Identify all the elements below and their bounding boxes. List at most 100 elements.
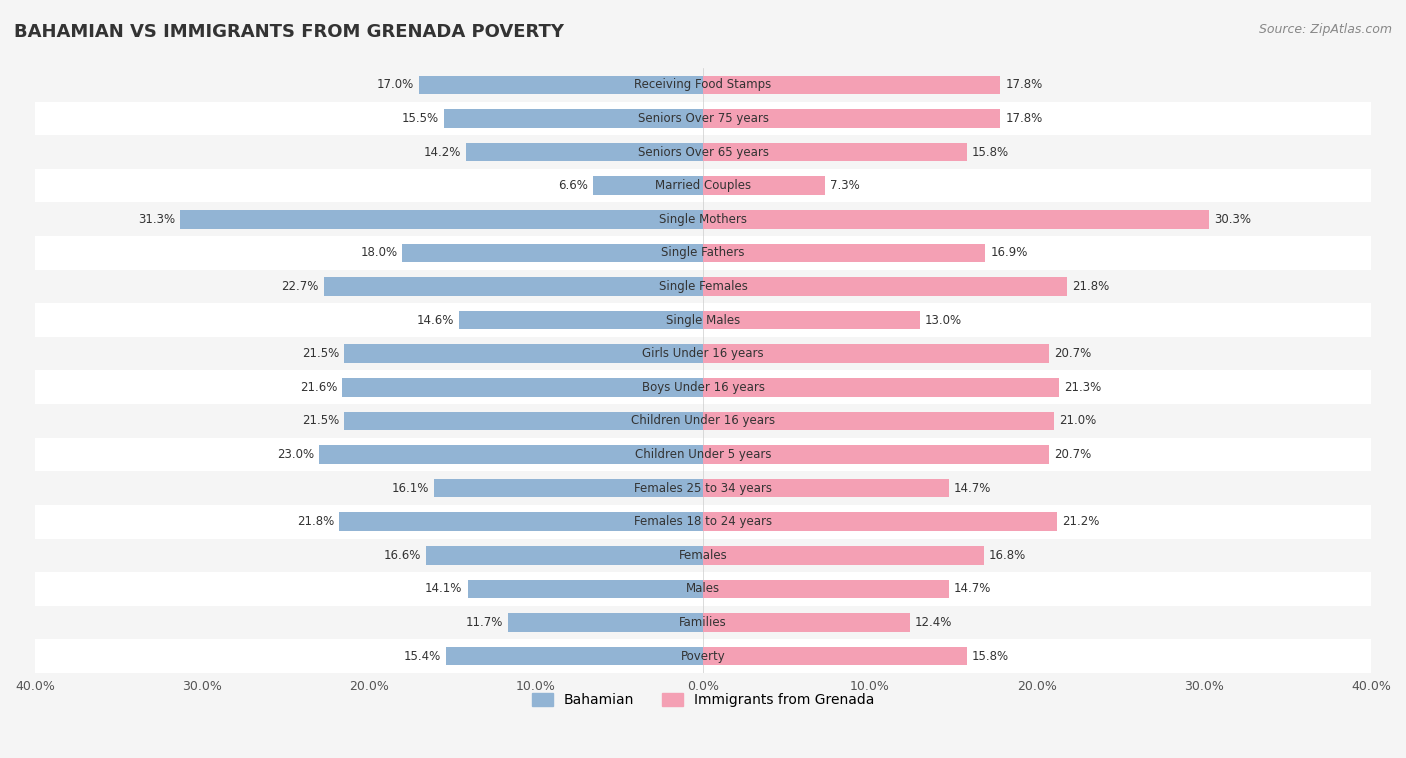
Bar — [35, 404, 1371, 437]
Bar — [35, 236, 1371, 270]
Text: Seniors Over 65 years: Seniors Over 65 years — [637, 146, 769, 158]
Bar — [703, 177, 825, 195]
Text: Receiving Food Stamps: Receiving Food Stamps — [634, 78, 772, 92]
Text: 17.0%: 17.0% — [377, 78, 413, 92]
Bar — [35, 303, 1371, 337]
Text: 15.8%: 15.8% — [972, 650, 1010, 662]
Bar — [35, 169, 1371, 202]
Bar — [344, 344, 703, 363]
Text: Females 25 to 34 years: Females 25 to 34 years — [634, 481, 772, 495]
Bar — [35, 437, 1371, 471]
Bar — [703, 311, 920, 329]
Bar — [35, 68, 1371, 102]
Text: 18.0%: 18.0% — [360, 246, 398, 259]
Bar — [703, 512, 1057, 531]
Bar — [419, 76, 703, 94]
Text: 7.3%: 7.3% — [830, 179, 859, 193]
Text: 14.2%: 14.2% — [423, 146, 461, 158]
Bar — [703, 412, 1053, 430]
Bar — [342, 378, 703, 396]
Text: 16.1%: 16.1% — [392, 481, 429, 495]
Text: 21.8%: 21.8% — [297, 515, 333, 528]
Text: 21.5%: 21.5% — [302, 415, 339, 428]
Bar — [344, 412, 703, 430]
Text: 12.4%: 12.4% — [915, 616, 952, 629]
Bar — [468, 580, 703, 598]
Bar — [180, 210, 703, 228]
Text: 21.6%: 21.6% — [299, 381, 337, 394]
Text: 16.8%: 16.8% — [988, 549, 1026, 562]
Text: Females: Females — [679, 549, 727, 562]
Text: 21.2%: 21.2% — [1062, 515, 1099, 528]
Bar — [460, 311, 703, 329]
Bar — [35, 572, 1371, 606]
Text: 16.6%: 16.6% — [384, 549, 420, 562]
Bar — [703, 378, 1059, 396]
Bar — [402, 243, 703, 262]
Bar — [703, 243, 986, 262]
Bar — [35, 371, 1371, 404]
Bar — [35, 538, 1371, 572]
Legend: Bahamian, Immigrants from Grenada: Bahamian, Immigrants from Grenada — [524, 687, 882, 714]
Bar — [703, 210, 1209, 228]
Bar — [703, 546, 984, 565]
Bar — [703, 344, 1049, 363]
Text: Children Under 16 years: Children Under 16 years — [631, 415, 775, 428]
Text: 30.3%: 30.3% — [1213, 213, 1251, 226]
Text: 15.5%: 15.5% — [402, 112, 439, 125]
Text: 20.7%: 20.7% — [1053, 347, 1091, 360]
Bar — [703, 445, 1049, 464]
Bar — [703, 109, 1000, 127]
Text: Females 18 to 24 years: Females 18 to 24 years — [634, 515, 772, 528]
Bar — [35, 639, 1371, 673]
Bar — [434, 479, 703, 497]
Text: Seniors Over 75 years: Seniors Over 75 years — [637, 112, 769, 125]
Bar — [35, 505, 1371, 538]
Text: 14.1%: 14.1% — [425, 582, 463, 596]
Bar — [703, 143, 967, 161]
Text: 22.7%: 22.7% — [281, 280, 319, 293]
Bar — [446, 647, 703, 666]
Text: 13.0%: 13.0% — [925, 314, 962, 327]
Text: Males: Males — [686, 582, 720, 596]
Text: 23.0%: 23.0% — [277, 448, 314, 461]
Text: Poverty: Poverty — [681, 650, 725, 662]
Text: 20.7%: 20.7% — [1053, 448, 1091, 461]
Text: Married Couples: Married Couples — [655, 179, 751, 193]
Text: 17.8%: 17.8% — [1005, 112, 1042, 125]
Bar — [703, 580, 949, 598]
Bar — [703, 479, 949, 497]
Bar — [35, 471, 1371, 505]
Text: 14.7%: 14.7% — [953, 582, 991, 596]
Bar — [35, 337, 1371, 371]
Text: BAHAMIAN VS IMMIGRANTS FROM GRENADA POVERTY: BAHAMIAN VS IMMIGRANTS FROM GRENADA POVE… — [14, 23, 564, 41]
Bar — [465, 143, 703, 161]
Text: 17.8%: 17.8% — [1005, 78, 1042, 92]
Bar — [35, 202, 1371, 236]
Text: 31.3%: 31.3% — [138, 213, 176, 226]
Bar — [323, 277, 703, 296]
Bar — [339, 512, 703, 531]
Text: Single Fathers: Single Fathers — [661, 246, 745, 259]
Text: 15.4%: 15.4% — [404, 650, 441, 662]
Text: 11.7%: 11.7% — [465, 616, 502, 629]
Text: Single Males: Single Males — [666, 314, 740, 327]
Bar — [444, 109, 703, 127]
Bar — [593, 177, 703, 195]
Bar — [508, 613, 703, 631]
Text: 21.0%: 21.0% — [1059, 415, 1097, 428]
Text: 21.5%: 21.5% — [302, 347, 339, 360]
Bar — [703, 277, 1067, 296]
Text: Girls Under 16 years: Girls Under 16 years — [643, 347, 763, 360]
Bar — [703, 647, 967, 666]
Bar — [703, 613, 910, 631]
Text: 21.3%: 21.3% — [1064, 381, 1101, 394]
Text: 15.8%: 15.8% — [972, 146, 1010, 158]
Text: 14.6%: 14.6% — [416, 314, 454, 327]
Text: Boys Under 16 years: Boys Under 16 years — [641, 381, 765, 394]
Text: Source: ZipAtlas.com: Source: ZipAtlas.com — [1258, 23, 1392, 36]
Bar — [426, 546, 703, 565]
Bar — [703, 76, 1000, 94]
Bar — [35, 270, 1371, 303]
Bar — [35, 102, 1371, 135]
